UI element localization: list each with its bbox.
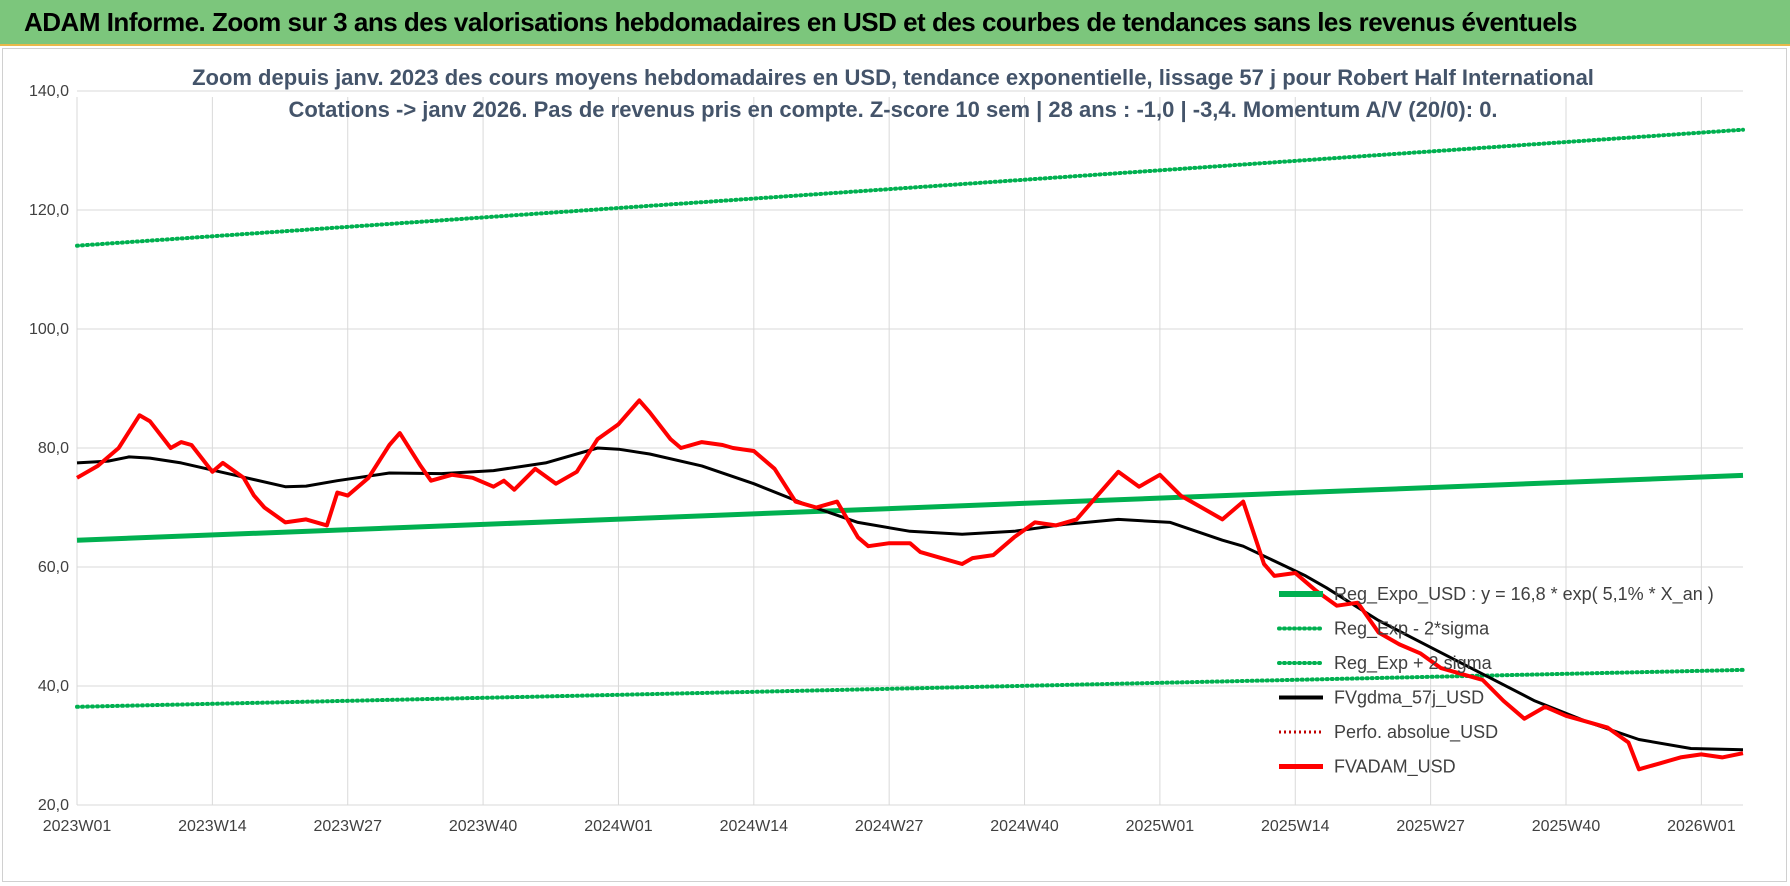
x-tick-label: 2025W01 <box>1126 818 1195 835</box>
series-reg-expo-usd <box>76 472 1744 543</box>
x-tick-label: 2024W14 <box>720 818 789 835</box>
legend-item: Reg_Expo_USD : y = 16,8 * exp( 5,1% * X_… <box>1279 584 1714 605</box>
legend-label: Reg_Exp - 2*sigma <box>1334 619 1490 640</box>
legend-item: FVgdma_57j_USD <box>1279 688 1484 709</box>
x-tick-label: 2023W14 <box>178 818 247 835</box>
y-tick-label: 40,0 <box>38 678 69 695</box>
x-tick-label: 2025W14 <box>1261 818 1330 835</box>
x-tick-label: 2023W27 <box>313 818 382 835</box>
x-tick-label: 2023W01 <box>43 818 112 835</box>
header-title: ADAM Informe. Zoom sur 3 ans des valoris… <box>24 7 1577 37</box>
y-tick-label: 60,0 <box>38 559 69 576</box>
legend-item: Reg_Exp - 2*sigma <box>1277 619 1490 640</box>
y-axis-ticks: 20,0 40,0 60,0 80,0 100,0 120,0 140,0 <box>29 83 69 814</box>
legend-label: Perfo. absolue_USD <box>1334 722 1498 743</box>
x-tick-label: 2025W40 <box>1532 818 1601 835</box>
legend-label: Reg_Exp + 2 sigma <box>1334 653 1493 674</box>
x-tick-label: 2026W01 <box>1667 818 1736 835</box>
x-tick-label: 2023W40 <box>449 818 518 835</box>
legend-label: FVgdma_57j_USD <box>1334 688 1484 709</box>
x-tick-label: 2024W40 <box>990 818 1059 835</box>
y-tick-label: 140,0 <box>29 83 69 100</box>
series-reg-exp-2-sigma <box>75 127 1745 248</box>
series-fvadam-usd <box>76 398 1744 772</box>
header-bar: ADAM Informe. Zoom sur 3 ans des valoris… <box>0 0 1790 46</box>
legend-label: FVADAM_USD <box>1334 757 1456 778</box>
legend-label: Reg_Expo_USD : y = 16,8 * exp( 5,1% * X_… <box>1334 584 1714 605</box>
series-fvgdma-57j-usd <box>76 446 1744 752</box>
chart: Zoom depuis janv. 2023 des cours moyens … <box>29 65 1745 835</box>
chart-frame: Zoom depuis janv. 2023 des cours moyens … <box>2 48 1787 882</box>
y-tick-label: 80,0 <box>38 440 69 457</box>
x-tick-label: 2024W01 <box>584 818 653 835</box>
legend-item: Reg_Exp + 2 sigma <box>1277 653 1493 674</box>
series-layer <box>75 127 1745 772</box>
grid-layer <box>76 90 1743 806</box>
chart-title-line2: Cotations -> janv 2026. Pas de revenus p… <box>288 97 1497 122</box>
y-tick-label: 100,0 <box>29 321 69 338</box>
y-tick-label: 20,0 <box>38 797 69 814</box>
legend-item: Perfo. absolue_USD <box>1279 722 1498 743</box>
y-tick-label: 120,0 <box>29 202 69 219</box>
x-axis-ticks: 2023W01 2023W14 2023W27 2023W40 2024W01 2024W… <box>43 818 1736 835</box>
chart-title-line1: Zoom depuis janv. 2023 des cours moyens … <box>192 65 1594 90</box>
legend-item: FVADAM_USD <box>1279 757 1456 778</box>
x-tick-label: 2024W27 <box>855 818 924 835</box>
legend: Reg_Expo_USD : y = 16,8 * exp( 5,1% * X_… <box>1277 584 1714 778</box>
x-tick-label: 2025W27 <box>1396 818 1465 835</box>
